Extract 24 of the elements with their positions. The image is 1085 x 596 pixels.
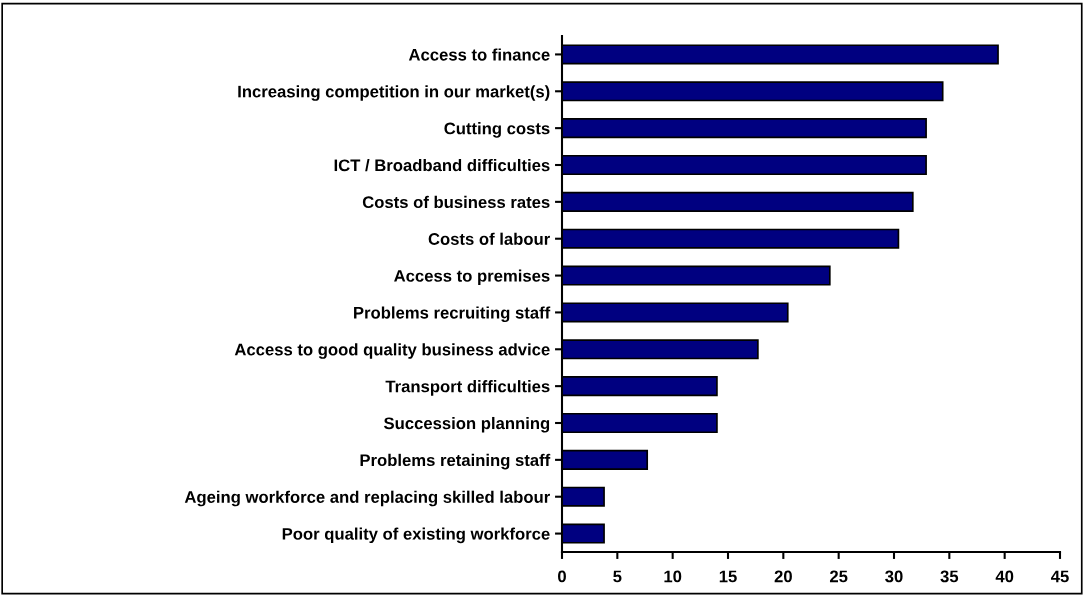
y-tick-label: Costs of business rates [362, 195, 550, 209]
x-tick-label: 5 [613, 570, 622, 583]
x-tick-label: 20 [774, 570, 792, 583]
x-tick-label: 15 [719, 570, 737, 583]
y-tick-label: Access to finance [408, 48, 550, 61]
x-tick-label: 30 [885, 570, 903, 583]
y-tick-label: ICT / Broadband difficulties [334, 158, 550, 172]
y-tick-label: Cutting costs [444, 122, 550, 138]
y-tick-label: Poor quality of existing workforce [282, 527, 550, 544]
y-tick-label: Increasing competition in our market(s) [238, 85, 550, 101]
x-tick-label: 35 [940, 570, 959, 583]
y-tick-label: Problems recruiting staff [354, 306, 551, 322]
y-tick-label: Costs of labour [428, 232, 550, 245]
x-tick-label: 10 [664, 570, 682, 583]
x-tick-label: 25 [829, 570, 848, 583]
y-tick-label: Access to premises [394, 269, 550, 286]
x-tick-label: 0 [558, 570, 566, 583]
x-tick-label: 45 [1050, 570, 1069, 583]
y-tick-label: Access to good quality business advice [234, 343, 550, 359]
y-tick-label: Succession planning [383, 416, 550, 433]
x-tick-label: 40 [995, 570, 1014, 583]
y-tick-label: Problems retaining staff [360, 453, 551, 470]
y-tick-label: Transport difficulties [385, 380, 550, 396]
y-tick-label: Ageing workforce and replacing skilled labour [184, 490, 550, 507]
